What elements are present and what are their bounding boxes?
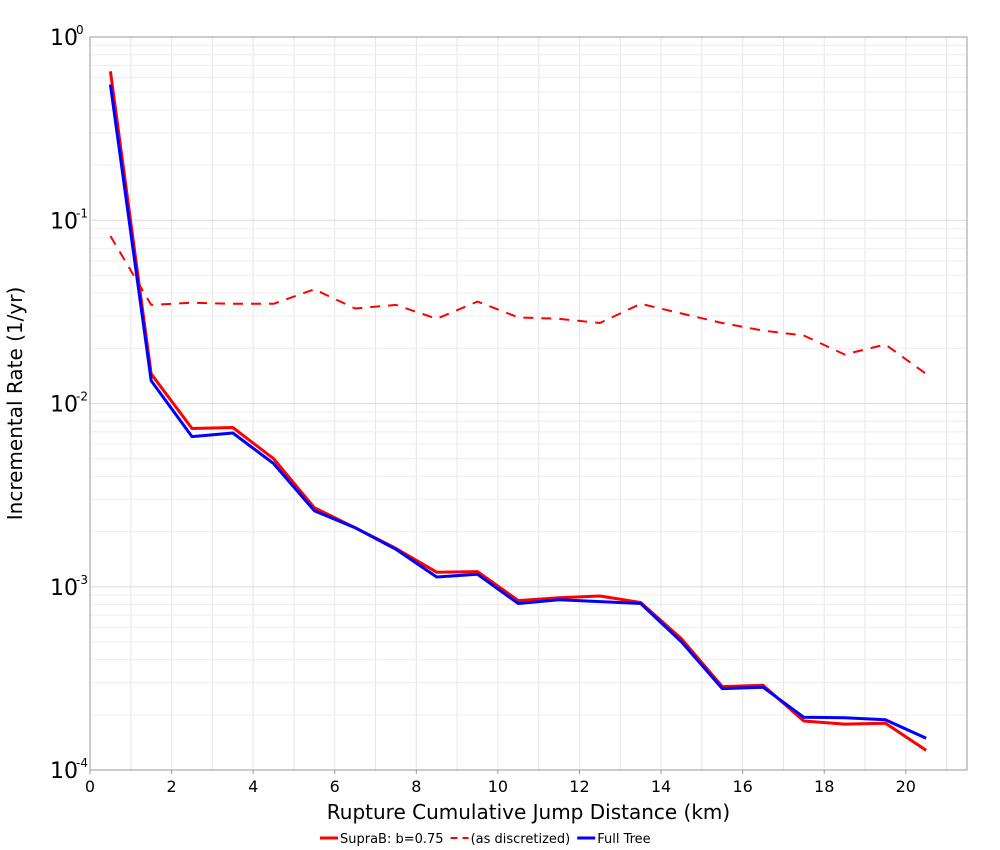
y-axis-title: Incremental Rate (1/yr) (3, 287, 27, 520)
y-tick-exponent: 0 (76, 23, 84, 37)
y-tick-exponent: -3 (76, 573, 88, 587)
x-axis-title: Rupture Cumulative Jump Distance (km) (327, 800, 730, 824)
legend: SupraB: b=0.75 (as discretized) Full Tree (320, 832, 651, 847)
x-tick-label: 4 (248, 777, 258, 796)
y-tick-label: 10 (50, 576, 78, 601)
y-tick-exponent: -1 (76, 206, 88, 220)
series-layer (108, 71, 928, 752)
y-tick-label: 10 (50, 393, 78, 418)
x-tick-label: 18 (814, 777, 834, 796)
legend-label: (as discretized) (471, 832, 571, 847)
x-tick-label: 0 (85, 777, 95, 796)
x-tick-label: 8 (411, 777, 421, 796)
x-tick-label: 6 (330, 777, 340, 796)
y-tick-label: 10 (50, 26, 78, 51)
x-tick-label: 20 (896, 777, 916, 796)
y-tick-exponent: -4 (76, 756, 88, 770)
legend-label: SupraB: b=0.75 (340, 832, 444, 847)
x-tick-label: 12 (569, 777, 589, 796)
x-tick-label: 2 (166, 777, 176, 796)
series-line (108, 84, 927, 740)
y-tick-label: 10 (50, 209, 78, 234)
y-tick-exponent: -2 (76, 390, 88, 404)
grid (90, 37, 967, 770)
x-tick-label: 10 (488, 777, 508, 796)
plot-frame (89, 36, 968, 771)
x-tick-label: 16 (732, 777, 752, 796)
x-tick-label: 14 (651, 777, 671, 796)
y-tick-label: 10 (50, 759, 78, 784)
legend-label: Full Tree (597, 832, 650, 847)
series-line (109, 235, 927, 375)
